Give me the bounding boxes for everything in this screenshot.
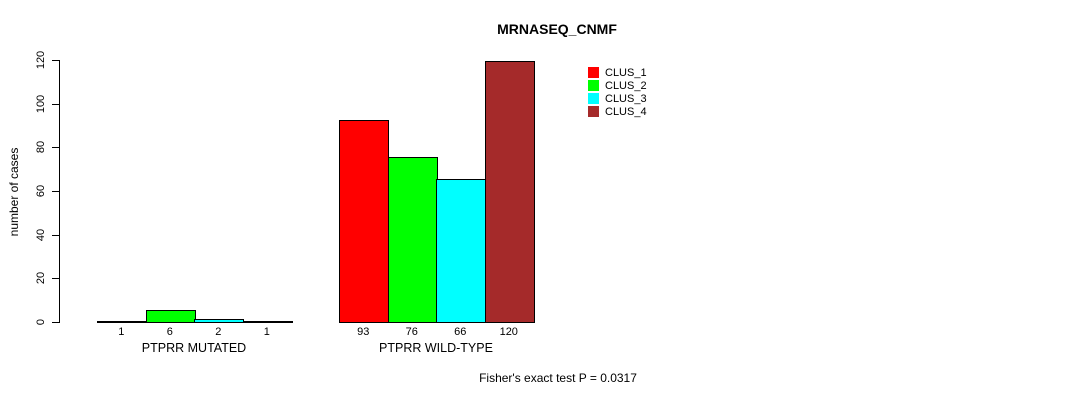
- legend-swatch-icon: [588, 80, 599, 91]
- y-tick-mark-120: [52, 60, 59, 61]
- y-tick-label-40: 40: [35, 228, 47, 242]
- legend-item-clus_1: CLUS_1: [588, 66, 647, 79]
- bar-clus_3-ptprr-mutated: [194, 319, 244, 323]
- fisher-test-annotation: Fisher's exact test P = 0.0317: [479, 371, 637, 385]
- y-axis-line: [59, 60, 60, 323]
- bar-count-label: 120: [499, 326, 518, 338]
- legend-label: CLUS_4: [605, 105, 647, 118]
- y-tick-mark-60: [52, 191, 59, 192]
- y-axis-label: number of cases: [7, 147, 21, 237]
- y-tick-label-80: 80: [35, 140, 47, 154]
- bar-clus_4-ptprr-mutated: [243, 321, 293, 323]
- chart-title: MRNASEQ_CNMF: [497, 21, 617, 37]
- bar-clus_2-ptprr-wild-type: [388, 157, 438, 323]
- x-category-label-ptprr-mutated: PTPRR MUTATED: [141, 341, 247, 355]
- legend-swatch-icon: [588, 93, 599, 104]
- y-tick-label-20: 20: [35, 271, 47, 285]
- legend-swatch-icon: [588, 67, 599, 78]
- y-tick-mark-100: [52, 104, 59, 105]
- bar-count-label: 66: [454, 326, 467, 338]
- bar-count-label: 93: [357, 326, 370, 338]
- legend-item-clus_3: CLUS_3: [588, 92, 647, 105]
- legend-item-clus_2: CLUS_2: [588, 79, 647, 92]
- bar-count-label: 2: [215, 326, 222, 338]
- y-tick-label-100: 100: [35, 94, 47, 114]
- y-tick-label-120: 120: [35, 50, 47, 70]
- bar-count-label: 6: [166, 326, 173, 338]
- legend: CLUS_1 CLUS_2 CLUS_3 CLUS_4: [588, 66, 647, 118]
- y-tick-label-0: 0: [35, 318, 47, 326]
- bar-count-label: 76: [405, 326, 418, 338]
- legend-item-clus_4: CLUS_4: [588, 105, 647, 118]
- y-tick-mark-0: [52, 322, 59, 323]
- x-category-label-ptprr-wild-type: PTPRR WILD-TYPE: [379, 341, 493, 355]
- bar-count-label: 1: [118, 326, 125, 338]
- bar-clus_1-ptprr-wild-type: [339, 120, 389, 323]
- legend-label: CLUS_1: [605, 66, 647, 79]
- bar-clus_4-ptprr-wild-type: [485, 61, 535, 323]
- y-tick-mark-80: [52, 147, 59, 148]
- legend-swatch-icon: [588, 106, 599, 117]
- bar-clus_2-ptprr-mutated: [146, 310, 196, 323]
- y-tick-mark-40: [52, 235, 59, 236]
- bar-count-label: 1: [263, 326, 270, 338]
- bar-clus_1-ptprr-mutated: [97, 321, 147, 323]
- bar-clus_3-ptprr-wild-type: [436, 179, 486, 323]
- y-tick-mark-20: [52, 278, 59, 279]
- legend-label: CLUS_3: [605, 92, 647, 105]
- legend-label: CLUS_2: [605, 79, 647, 92]
- y-tick-label-60: 60: [35, 184, 47, 198]
